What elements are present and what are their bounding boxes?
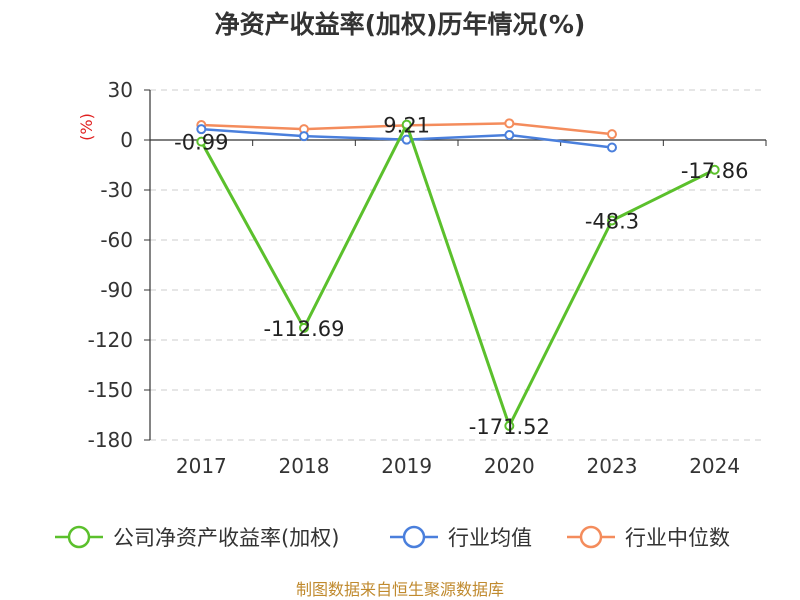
legend-swatch-marker — [579, 525, 603, 549]
data-point — [299, 131, 309, 142]
y-axis-tick-labels: 30 0 -30 -60 -90 -120 -150 -180 — [88, 78, 133, 452]
data-point — [299, 322, 309, 333]
y-tick-label: -120 — [88, 328, 133, 352]
y-tick-label: -60 — [100, 228, 133, 252]
x-tick-label: 2023 — [587, 454, 638, 478]
data-label: 9.21 — [383, 114, 430, 138]
data-point — [607, 142, 617, 153]
x-tick-label: 2020 — [484, 454, 535, 478]
y-axis-unit-label: (%) — [77, 113, 96, 141]
legend-label: 行业均值 — [448, 526, 532, 550]
y-tick-label: -90 — [100, 278, 133, 302]
series-lines — [196, 118, 720, 431]
legend-label: 公司净资产收益率(加权) — [113, 526, 339, 550]
series-line — [200, 123, 716, 428]
source-note: 制图数据来自恒生聚源数据库 — [296, 580, 504, 599]
data-labels: -0.99 -112.69 9.21 -171.52 -48.3 -17.86 — [174, 114, 748, 439]
x-tick-label: 2024 — [689, 454, 740, 478]
data-point — [401, 119, 412, 130]
legend-swatch-marker — [402, 525, 426, 549]
gridlines — [144, 89, 766, 441]
data-label: -112.69 — [263, 317, 344, 341]
data-point — [196, 124, 207, 135]
data-label: -48.3 — [585, 210, 639, 234]
y-tick-label: 0 — [120, 128, 133, 152]
x-tick-label: 2017 — [176, 454, 227, 478]
x-axis-tick-labels: 2017 2018 2019 2020 2023 2024 — [176, 454, 740, 478]
y-tick-label: -150 — [88, 378, 133, 402]
data-point — [504, 130, 515, 140]
data-point — [709, 164, 720, 175]
y-tick-label: -30 — [100, 178, 133, 202]
data-label: -17.86 — [681, 159, 749, 183]
legend-swatch-marker — [67, 525, 91, 549]
data-point — [196, 136, 207, 147]
data-point — [504, 118, 515, 129]
y-tick-label: 30 — [108, 78, 133, 102]
x-tick-label: 2018 — [279, 454, 330, 478]
x-tick-label: 2019 — [381, 454, 432, 478]
legend: 公司净资产收益率(加权) 行业均值 行业中位数 — [55, 525, 730, 550]
chart-title: 净资产收益率(加权)历年情况(%) — [215, 10, 586, 39]
y-tick-label: -180 — [88, 428, 133, 452]
data-point — [607, 215, 617, 226]
data-label: -0.99 — [174, 131, 228, 155]
data-label: -171.52 — [469, 415, 550, 439]
data-point — [504, 420, 515, 431]
axes — [149, 90, 767, 440]
legend-label: 行业中位数 — [625, 526, 730, 550]
data-point — [607, 129, 617, 140]
